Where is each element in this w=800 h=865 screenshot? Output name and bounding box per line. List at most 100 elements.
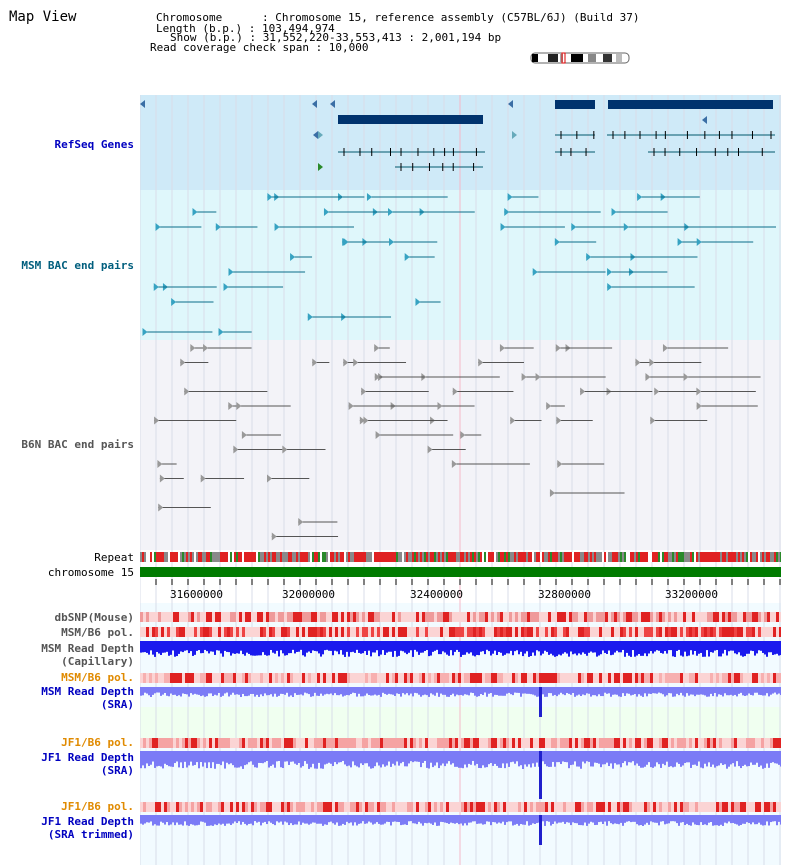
heat-cell [737, 673, 740, 683]
depth-bar [660, 687, 662, 694]
depth-bar [356, 815, 358, 826]
axis-tick-label: 33200000 [665, 588, 718, 601]
depth-bar [244, 815, 246, 824]
heat-cell [527, 738, 530, 748]
heat-cell [332, 627, 335, 637]
heat-cell [503, 738, 506, 748]
depth-bar [626, 641, 628, 653]
depth-bar [644, 815, 646, 825]
depth-bar [698, 815, 700, 826]
repeat-cell [362, 552, 364, 562]
repeat-cell [268, 552, 270, 562]
bac-end-marker [623, 223, 629, 231]
depth-bar [350, 687, 352, 695]
heat-cell [329, 738, 332, 748]
depth-bar [526, 641, 528, 652]
depth-bar [524, 641, 526, 654]
depth-bar [680, 641, 682, 656]
depth-bar [636, 751, 638, 764]
track-label-b6n-bac[interactable]: B6N BAC end pairs [21, 438, 134, 451]
track-label-msm-bac[interactable]: MSM BAC end pairs [21, 259, 134, 272]
repeat-cell [270, 552, 272, 562]
depth-bar [250, 815, 252, 824]
heat-cell [773, 627, 776, 637]
depth-bar [544, 751, 546, 765]
heat-cell [746, 802, 749, 812]
depth-bar [290, 641, 292, 654]
heat-cell [548, 612, 551, 622]
depth-bar [262, 641, 264, 653]
depth-bar [630, 687, 632, 696]
depth-bar [386, 751, 388, 766]
heat-cell [188, 612, 191, 622]
heat-cell [260, 612, 263, 622]
repeat-cell [734, 552, 736, 562]
depth-bar [236, 641, 238, 654]
heat-cell [701, 627, 704, 637]
repeat-cell [404, 552, 406, 562]
depth-bar [678, 751, 680, 764]
repeat-cell [194, 552, 196, 562]
repeat-cell [736, 552, 738, 562]
depth-bar [644, 641, 646, 654]
depth-bar [308, 687, 310, 695]
heat-cell [233, 673, 236, 683]
heat-cell [305, 612, 308, 622]
repeat-cell [584, 552, 586, 562]
repeat-cell [614, 552, 616, 562]
depth-bar [604, 687, 606, 693]
depth-bar [554, 641, 556, 657]
depth-bar [358, 687, 360, 694]
heat-cell [689, 673, 692, 683]
heat-cell [728, 673, 731, 683]
repeat-cell [688, 552, 690, 562]
depth-bar [306, 751, 308, 764]
depth-bar [396, 687, 398, 694]
heat-cell [305, 802, 308, 812]
depth-bar [364, 687, 366, 696]
refseq-genes-track[interactable] [140, 100, 775, 171]
heat-cell [521, 673, 524, 683]
heat-cell [329, 612, 332, 622]
heat-cell [701, 802, 704, 812]
heat-cell [758, 802, 761, 812]
chromosome-ideogram[interactable] [528, 52, 634, 64]
repeat-cell [732, 552, 734, 562]
heat-cell [263, 802, 266, 812]
bac-end-marker [580, 387, 586, 396]
heat-cell [725, 673, 728, 683]
depth-bar [728, 641, 730, 652]
heat-cell [731, 673, 734, 683]
genome-browser-panel[interactable]: 31600000 32000000 32400000 32800000 3320… [140, 95, 781, 865]
repeat-cell [440, 552, 442, 562]
heat-cell [401, 673, 404, 683]
depth-bar [224, 641, 226, 651]
repeat-cell [560, 552, 562, 562]
heat-cell [716, 612, 719, 622]
depth-bar [600, 751, 602, 768]
heat-cell [359, 627, 362, 637]
bac-end-marker [361, 387, 367, 396]
heat-cell [200, 612, 203, 622]
depth-bar [528, 641, 530, 657]
depth-bar [584, 751, 586, 764]
repeat-cell [344, 552, 346, 562]
repeat-cell [534, 552, 536, 562]
depth-bar [732, 641, 734, 651]
depth-bar [180, 641, 182, 652]
depth-bar [640, 641, 642, 656]
b6n-bac-track[interactable] [154, 344, 761, 541]
heat-cell [425, 802, 428, 812]
track-label-refseq[interactable]: RefSeq Genes [54, 138, 134, 151]
repeat-cell [562, 552, 564, 562]
repeat-cell [448, 552, 450, 562]
heat-cell [734, 738, 737, 748]
repeat-cell [454, 552, 456, 562]
depth-bar [410, 815, 412, 822]
heat-cell [401, 627, 404, 637]
depth-bar [436, 641, 438, 650]
depth-bar [770, 687, 772, 695]
msm-bac-track[interactable] [142, 193, 776, 336]
depth-bar [268, 751, 270, 768]
repeat-cell [738, 552, 740, 562]
